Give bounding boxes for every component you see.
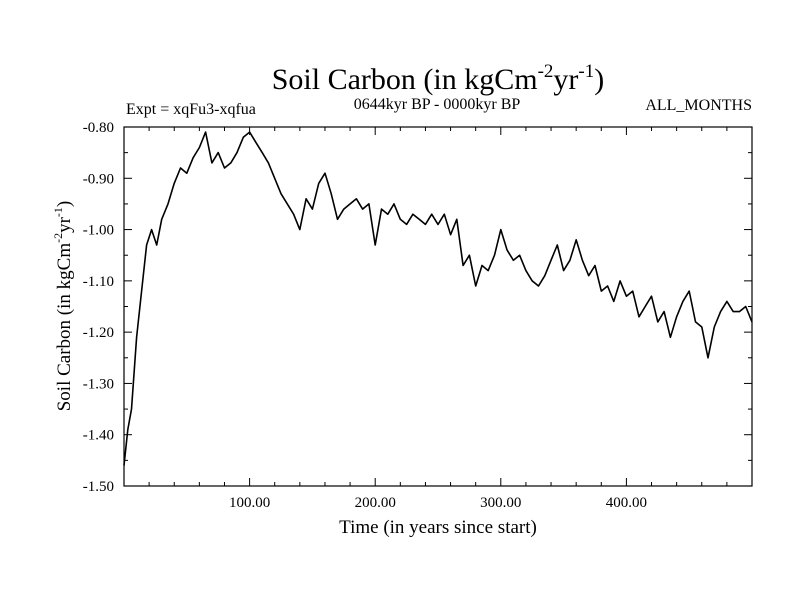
x-tick-label: 300.00 <box>480 495 521 511</box>
y-tick-label: -0.80 <box>83 120 114 136</box>
chart-title-end: ) <box>594 63 604 96</box>
y-tick-label: -0.90 <box>83 171 114 187</box>
y-tick-label: -1.00 <box>83 223 114 239</box>
chart-title-mid: yr <box>553 63 578 96</box>
y-tick-label: -1.10 <box>83 274 114 290</box>
y-tick-label: -1.50 <box>83 479 114 495</box>
y-axis-label-exp1: -2 <box>51 233 65 243</box>
axis-ticks: -0.80 -0.90 -1.00 -1.10 -1.20 -1.30 -1.40 -1.50… <box>83 120 752 511</box>
series-line <box>123 131 753 466</box>
x-axis-label: Time (in years since start) <box>339 517 537 538</box>
chart-title: Soil Carbon (in kgCm-2yr-1) <box>272 61 605 96</box>
plot-frame <box>123 126 753 487</box>
y-tick-label: -1.20 <box>83 325 114 341</box>
chart-title-main: Soil Carbon (in kgCm <box>272 63 538 96</box>
x-tick-label: 200.00 <box>355 495 396 511</box>
y-axis-label-mid: yr <box>54 216 75 233</box>
subtitle-center: 0644kyr BP - 0000kyr BP <box>354 96 521 113</box>
x-tick-label: 100.00 <box>229 495 270 511</box>
chart-title-exp2: -1 <box>578 61 594 82</box>
y-axis-label-main: Soil Carbon (in kgCm <box>54 243 75 412</box>
y-axis-label-exp2: -1 <box>51 207 65 217</box>
chart-title-exp1: -2 <box>538 61 554 82</box>
y-axis-label: Soil Carbon (in kgCm-2yr-1) <box>51 201 75 412</box>
subtitle-right: ALL_MONTHS <box>645 97 752 114</box>
x-tick-label: 400.00 <box>606 495 647 511</box>
y-axis-label-end: ) <box>54 201 75 207</box>
subtitle-left: Expt = xqFu3-xqfua <box>126 101 256 118</box>
y-tick-label: -1.40 <box>83 428 114 444</box>
y-tick-label: -1.30 <box>83 376 114 392</box>
series-group <box>123 131 753 466</box>
